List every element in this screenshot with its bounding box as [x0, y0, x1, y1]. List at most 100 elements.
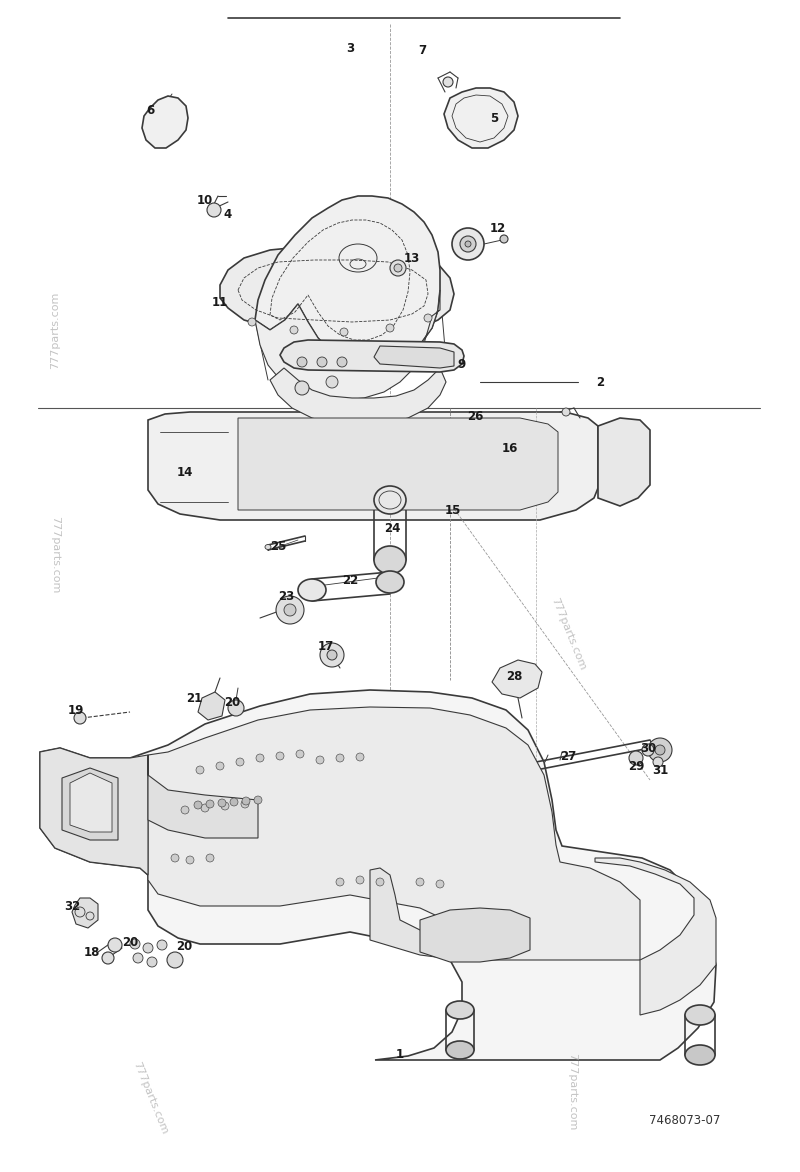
Circle shape: [296, 750, 304, 758]
Text: 777parts.com: 777parts.com: [131, 1061, 169, 1136]
Circle shape: [230, 798, 238, 806]
Text: 25: 25: [270, 539, 286, 552]
Circle shape: [108, 938, 122, 952]
Circle shape: [390, 260, 406, 275]
Text: 10: 10: [197, 193, 213, 206]
Text: 12: 12: [490, 222, 506, 234]
Circle shape: [320, 643, 344, 667]
Circle shape: [206, 800, 214, 808]
Text: 14: 14: [177, 465, 193, 478]
Circle shape: [386, 323, 394, 332]
Circle shape: [337, 357, 347, 367]
Polygon shape: [198, 691, 225, 720]
Ellipse shape: [685, 1006, 715, 1026]
Text: 26: 26: [467, 409, 483, 422]
Text: 777parts.com: 777parts.com: [50, 292, 60, 369]
Circle shape: [356, 875, 364, 884]
Circle shape: [336, 754, 344, 762]
Polygon shape: [220, 246, 454, 334]
Text: 22: 22: [342, 573, 358, 586]
Circle shape: [443, 77, 453, 87]
Circle shape: [452, 229, 484, 260]
Circle shape: [207, 203, 221, 217]
Text: 16: 16: [502, 442, 518, 455]
Ellipse shape: [298, 579, 326, 601]
Polygon shape: [255, 196, 440, 362]
Circle shape: [655, 745, 665, 755]
Polygon shape: [270, 368, 446, 425]
Circle shape: [218, 799, 226, 808]
Polygon shape: [595, 858, 716, 1015]
Circle shape: [256, 754, 264, 762]
Circle shape: [327, 650, 337, 660]
Polygon shape: [444, 88, 518, 148]
Text: 18: 18: [84, 946, 100, 959]
Circle shape: [326, 376, 338, 388]
Polygon shape: [40, 748, 148, 875]
Circle shape: [290, 326, 298, 334]
Circle shape: [147, 958, 157, 967]
Text: 7: 7: [418, 43, 426, 56]
Circle shape: [143, 943, 153, 953]
Text: 29: 29: [628, 759, 644, 772]
Ellipse shape: [374, 546, 406, 574]
Ellipse shape: [376, 571, 404, 593]
Text: 21: 21: [186, 691, 202, 704]
Circle shape: [500, 236, 508, 243]
Circle shape: [284, 604, 296, 616]
Ellipse shape: [446, 1041, 474, 1059]
Circle shape: [436, 880, 444, 888]
Text: 11: 11: [212, 295, 228, 308]
Polygon shape: [72, 898, 98, 928]
Circle shape: [465, 241, 471, 247]
Text: 23: 23: [278, 590, 294, 602]
Circle shape: [562, 408, 570, 416]
Text: 20: 20: [224, 695, 240, 709]
Polygon shape: [374, 346, 454, 368]
Circle shape: [228, 700, 244, 716]
Polygon shape: [62, 768, 118, 840]
Text: 27: 27: [560, 750, 576, 763]
Text: 777parts.com: 777parts.com: [549, 597, 587, 672]
Text: 30: 30: [640, 742, 656, 755]
Text: 9: 9: [458, 357, 466, 370]
Circle shape: [181, 806, 189, 815]
Circle shape: [648, 738, 672, 762]
Circle shape: [241, 800, 249, 808]
Circle shape: [201, 804, 209, 812]
Polygon shape: [370, 868, 460, 960]
Ellipse shape: [265, 545, 271, 550]
Circle shape: [206, 854, 214, 861]
Text: 32: 32: [64, 899, 80, 913]
Circle shape: [317, 357, 327, 367]
Ellipse shape: [374, 486, 406, 515]
Text: 31: 31: [652, 763, 668, 777]
Polygon shape: [148, 413, 598, 520]
Circle shape: [376, 878, 384, 886]
Text: 24: 24: [384, 522, 400, 534]
Circle shape: [130, 939, 140, 949]
Circle shape: [236, 758, 244, 766]
Text: 13: 13: [404, 252, 420, 265]
Polygon shape: [420, 908, 530, 962]
Text: 17: 17: [318, 640, 334, 653]
Circle shape: [297, 357, 307, 367]
Circle shape: [167, 952, 183, 968]
Polygon shape: [148, 755, 258, 838]
Circle shape: [102, 952, 114, 965]
Circle shape: [133, 953, 143, 963]
Text: 20: 20: [176, 940, 192, 954]
Ellipse shape: [446, 1001, 474, 1018]
Circle shape: [221, 802, 229, 810]
Circle shape: [316, 756, 324, 764]
Text: 6: 6: [146, 103, 154, 116]
Circle shape: [295, 381, 309, 395]
Text: 28: 28: [506, 669, 522, 682]
Circle shape: [416, 878, 424, 886]
Text: 777parts.com: 777parts.com: [50, 517, 60, 594]
Circle shape: [216, 762, 224, 770]
Text: 19: 19: [68, 703, 84, 716]
Circle shape: [653, 757, 663, 766]
Circle shape: [242, 797, 250, 805]
Polygon shape: [598, 418, 650, 506]
